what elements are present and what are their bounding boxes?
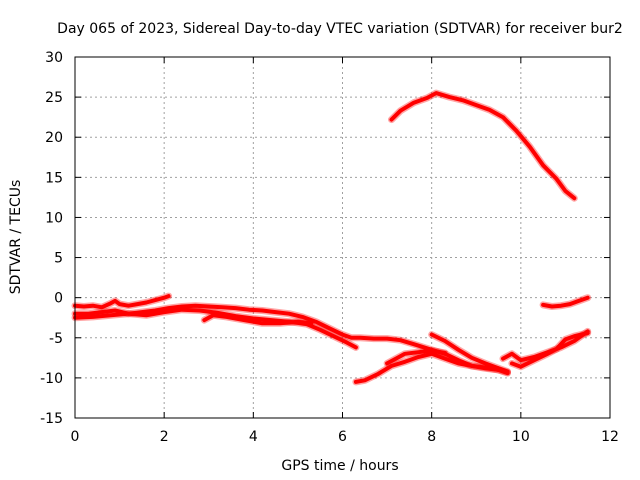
y-tick-label: 20 <box>45 130 63 146</box>
y-tick-label: 30 <box>45 50 63 66</box>
series-layer <box>71 89 592 386</box>
chart-title: Day 065 of 2023, Sidereal Day-to-day VTE… <box>57 21 623 37</box>
y-tick-label: 0 <box>54 291 63 307</box>
y-tick-label: -15 <box>40 411 63 427</box>
series-line-arc-4 <box>202 313 314 326</box>
x-axis-label: GPS time / hours <box>281 458 398 474</box>
series-line-arc-1 <box>73 294 171 310</box>
series-line-arc-6 <box>385 348 447 366</box>
y-tick-label: 25 <box>45 90 63 106</box>
y-axis-label: SDTVAR / TECUs <box>8 180 24 295</box>
grid-layer <box>75 57 610 418</box>
series-line-arc-10-halo <box>508 329 592 371</box>
x-tick-label: 0 <box>71 429 80 445</box>
y-tick-label: 15 <box>45 170 63 186</box>
x-tick-label: 8 <box>427 429 436 445</box>
axes-layer: 0 2 4 6 8 10 12 -15 -10 -5 0 5 10 15 20 25 30 <box>40 50 619 445</box>
x-tick-label: 10 <box>512 429 530 445</box>
series-line-arc-10 <box>509 331 590 369</box>
series-line-arc-3 <box>73 307 358 350</box>
y-tick-label: -10 <box>40 371 63 387</box>
series-line-arc-7 <box>389 91 577 201</box>
x-tick-label: 12 <box>601 429 619 445</box>
y-tick-label: 5 <box>54 251 63 267</box>
y-tick-label: 10 <box>45 210 63 226</box>
series-line-arc-9 <box>501 329 590 363</box>
series-line-arc-5 <box>353 351 510 384</box>
x-tick-label: 2 <box>160 429 169 445</box>
series-line-arc-8 <box>429 332 510 374</box>
series-line-arc-11 <box>541 295 590 309</box>
y-tick-label: -5 <box>49 331 63 347</box>
x-tick-label: 4 <box>249 429 258 445</box>
x-tick-label: 6 <box>338 429 347 445</box>
